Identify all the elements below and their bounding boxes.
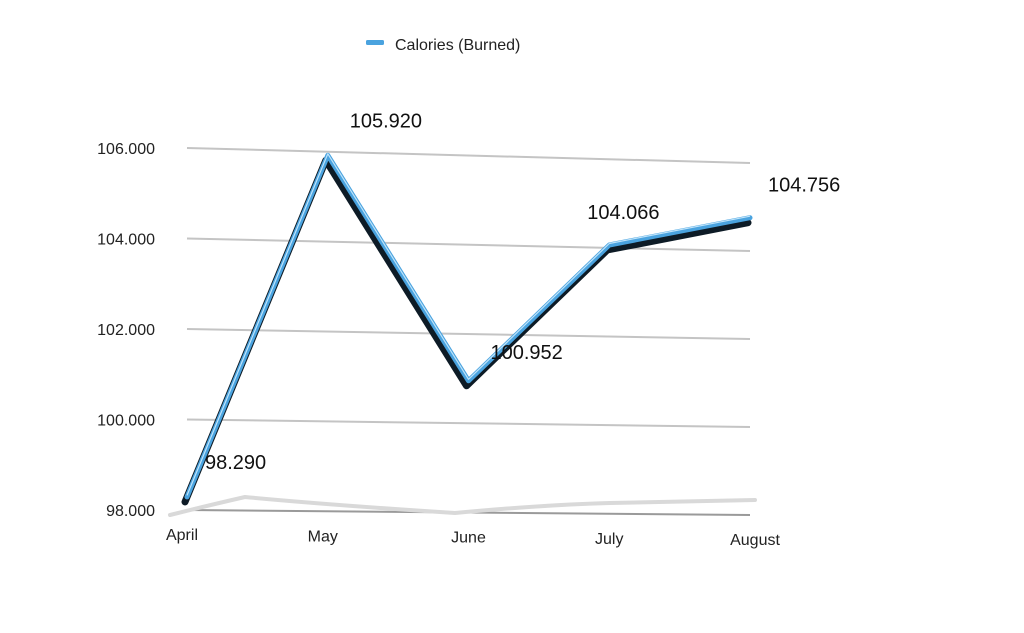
data-label: 104.066: [587, 202, 659, 224]
x-category-label: July: [595, 531, 623, 548]
x-category-label: May: [308, 528, 338, 545]
gridline: [186, 147, 751, 164]
x-axis-categories: April May June July August: [166, 527, 780, 549]
floor-reflection: [168, 494, 757, 517]
series-line-highlight: [186, 153, 751, 496]
legend-swatch: [366, 40, 384, 45]
gridline: [186, 237, 751, 252]
legend: Calories (Burned): [366, 37, 520, 54]
y-tick-label: 98.000: [106, 503, 155, 520]
data-label: 98.290: [205, 452, 266, 474]
x-category-label: June: [451, 530, 486, 547]
chart-floor: [168, 494, 757, 517]
y-tick-label: 100.000: [97, 413, 155, 430]
legend-label: Calories (Burned): [395, 37, 520, 54]
x-category-label: April: [166, 527, 198, 544]
y-tick-label: 104.000: [97, 232, 155, 249]
x-category-label: August: [730, 532, 780, 549]
gridlines: [186, 147, 751, 516]
data-label: 100.952: [491, 342, 563, 364]
data-label: 105.920: [350, 110, 422, 132]
series-lines: [181, 152, 753, 506]
data-label: 104.756: [768, 175, 840, 197]
gridline: [186, 328, 751, 340]
y-tick-label: 102.000: [97, 322, 155, 339]
y-tick-label: 106.000: [97, 141, 155, 158]
series-line: [184, 152, 753, 500]
gridline: [186, 418, 751, 428]
data-labels: 98.290 105.920 100.952 104.066 104.756: [205, 110, 840, 474]
y-axis-ticks: 98.000 100.000 102.000 104.000 106.000: [97, 141, 155, 520]
